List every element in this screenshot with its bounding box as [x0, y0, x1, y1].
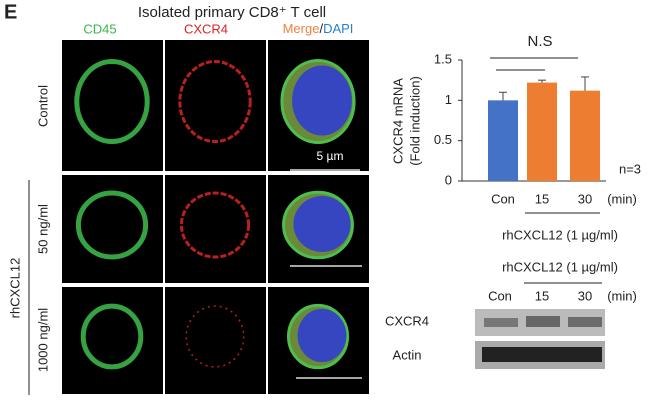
blot-treatment: rhCXCL12 (1 µg/ml) [502, 259, 618, 274]
y-tick-label: 1.5 [434, 51, 452, 66]
cell [185, 305, 245, 368]
treatment-label: rhCXCL12 [7, 258, 22, 319]
significance-label: N.S [527, 33, 552, 50]
blot-band [484, 318, 518, 327]
blot-band [482, 347, 602, 362]
microscopy-title: Isolated primary CD8⁺ T cell [138, 4, 326, 21]
column-label: CXCR4 [184, 21, 228, 36]
y-tick-label: 1 [445, 92, 452, 107]
column-label: Merge/DAPI [283, 21, 354, 36]
bar [527, 82, 557, 181]
column-label: CD45 [83, 21, 116, 36]
row-label: 1000 ng/ml [35, 308, 50, 372]
row-label: 50 ng/ml [35, 204, 50, 254]
cell [80, 303, 144, 370]
bar [570, 90, 600, 181]
micrograph [62, 287, 163, 394]
n-label: n=3 [619, 161, 641, 176]
nucleus [293, 196, 351, 252]
x-tick-label: 30 [578, 191, 592, 206]
merge-label: Merge [283, 21, 320, 36]
dapi-label: DAPI [323, 21, 353, 36]
x-unit-label: (min) [607, 191, 637, 206]
scale-bar-label: 5 µm [317, 149, 344, 163]
cell [179, 191, 251, 259]
band-label: CXCR4 [385, 313, 429, 328]
row-label: Control [35, 85, 50, 127]
y-axis-label: (Fold induction) [407, 76, 422, 166]
micrographs [62, 40, 369, 394]
micrograph [165, 287, 266, 394]
band-label: Actin [393, 347, 422, 362]
y-tick-label: 0 [445, 172, 452, 187]
cell [74, 59, 150, 144]
slash: / [319, 21, 323, 36]
lane-label: 15 [535, 288, 549, 303]
y-axis-label: CXCR4 mRNA [390, 78, 405, 164]
lane-unit: (min) [607, 288, 637, 303]
x-tick-label: 15 [535, 191, 549, 206]
panel-label: E [4, 1, 17, 23]
cell [178, 60, 252, 143]
lane-label: 30 [578, 288, 592, 303]
nucleus [297, 308, 347, 363]
bar-chart: CXCR4 mRNA (Fold induction) N.S n=3 (min… [390, 33, 641, 242]
cell [75, 190, 149, 260]
lane-label: Con [488, 288, 512, 303]
blot-band [568, 317, 602, 327]
bar [488, 100, 518, 181]
y-tick-label: 0.5 [434, 132, 452, 147]
micrograph [165, 175, 266, 283]
nucleus [292, 65, 352, 136]
x-tick-label: Con [491, 191, 515, 206]
blot-band [526, 316, 560, 327]
x-axis-label: rhCXCL12 (1 µg/ml) [502, 227, 618, 242]
